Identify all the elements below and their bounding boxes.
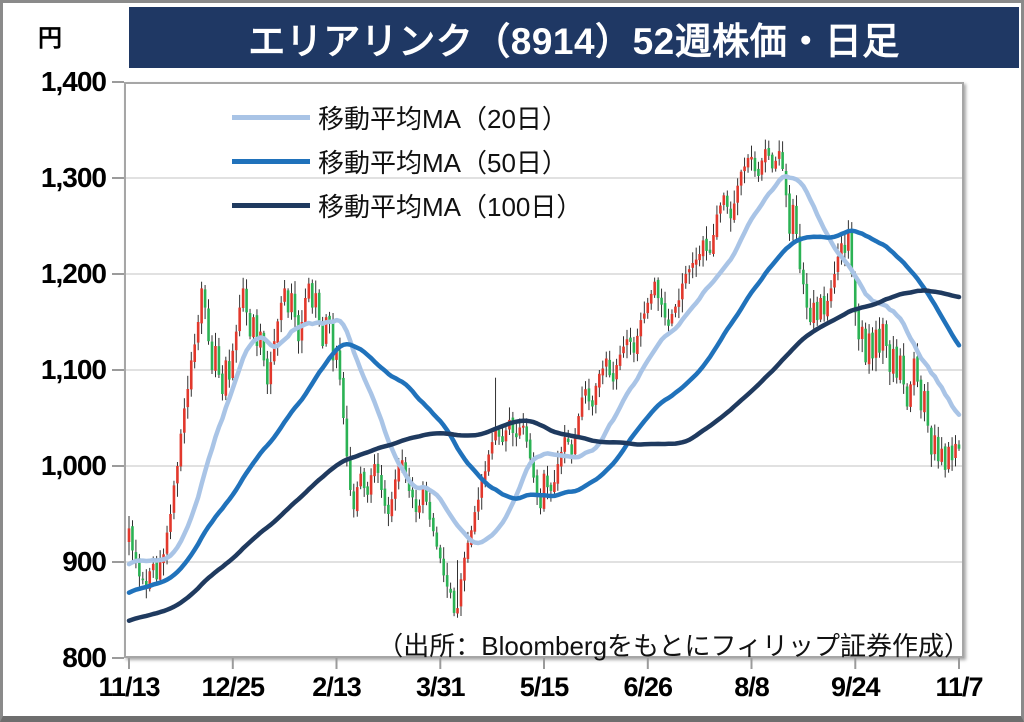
legend-swatch-ma100 (232, 202, 310, 208)
x-axis-tick-label: 5/15 (519, 672, 570, 702)
y-axis-tick-label: 1,000 (40, 450, 107, 481)
x-axis-tick-label: 11/13 (98, 672, 160, 702)
legend-swatch-ma50 (232, 158, 310, 164)
y-axis-unit-label: 円 (38, 25, 62, 52)
y-axis-tick-label: 1,100 (40, 354, 107, 385)
x-axis-tick-label: 12/25 (201, 672, 265, 702)
legend-label-ma50: 移動平均MA（50日） (318, 147, 568, 178)
chart-title: エリアリンク（8914）52週株価・日足 (248, 20, 900, 62)
x-axis-tick-label: 11/7 (935, 672, 983, 702)
x-axis-tick-label: 9/24 (830, 672, 881, 702)
x-axis-tick-label: 2/13 (312, 672, 362, 702)
x-axis-tick-label: 6/26 (623, 672, 673, 702)
legend-item-ma50: 移動平均MA（50日） (232, 140, 568, 182)
legend-item-ma20: 移動平均MA（20日） (232, 96, 568, 138)
source-note: （出所：Bloombergをもとにフィリップ証券作成） (377, 631, 970, 661)
y-axis-tick-label: 1,300 (40, 162, 107, 193)
legend-item-ma100: 移動平均MA（100日） (232, 184, 582, 226)
y-axis-tick-label: 1,400 (40, 66, 107, 97)
y-axis-tick-label: 800 (62, 642, 107, 673)
y-axis-tick-label: 1,200 (40, 258, 107, 289)
chart-title-bar: エリアリンク（8914）52週株価・日足 (129, 7, 1019, 68)
legend-label-ma20: 移動平均MA（20日） (318, 103, 568, 134)
x-axis-tick-label: 8/8 (734, 672, 770, 702)
legend-label-ma100: 移動平均MA（100日） (318, 191, 583, 222)
x-axis-tick-label: 3/31 (415, 672, 466, 702)
y-axis-tick-label: 900 (62, 546, 107, 577)
legend-swatch-ma20 (232, 114, 310, 120)
